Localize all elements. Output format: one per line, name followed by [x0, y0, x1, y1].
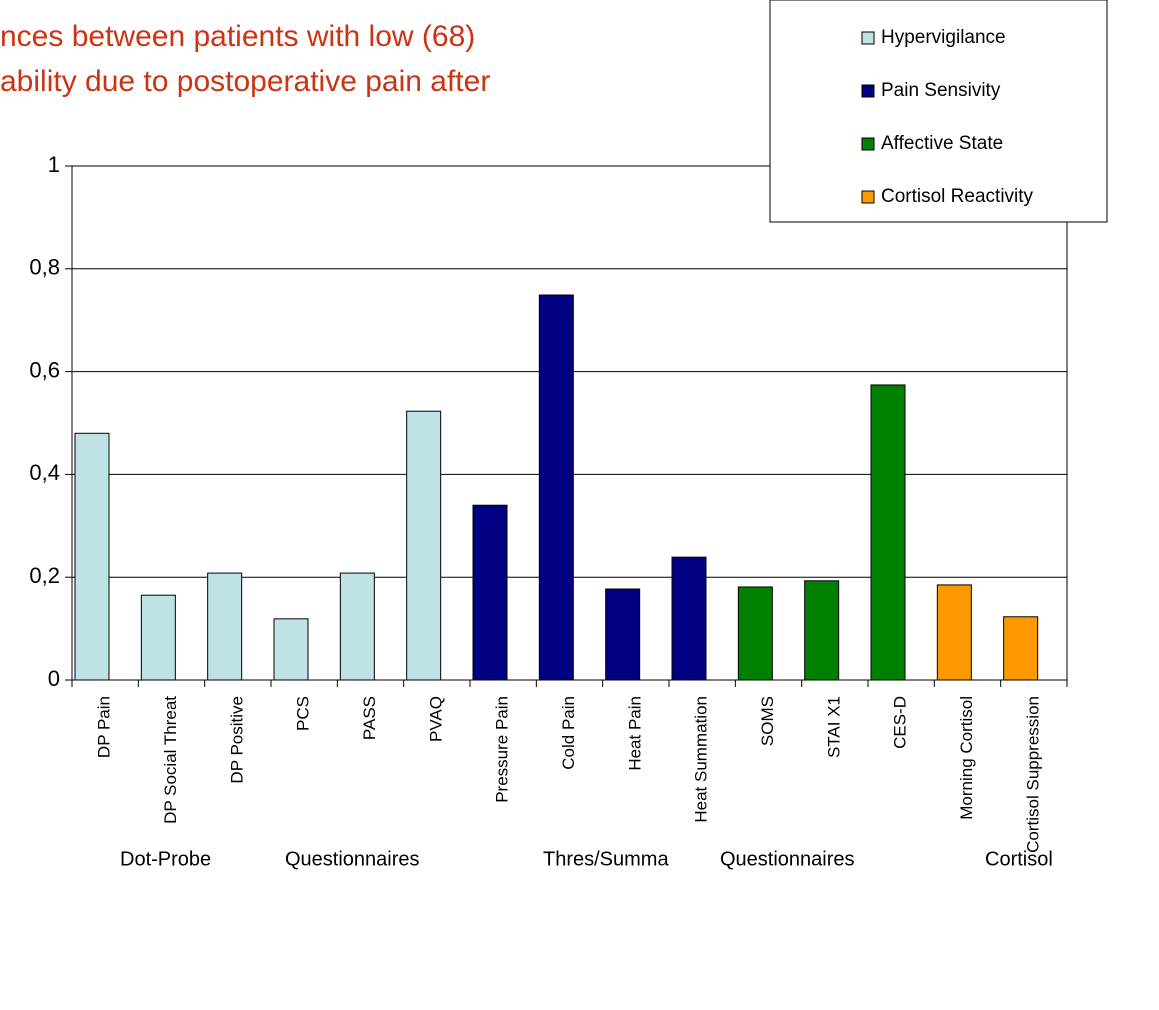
x-tick-label: STAI X1 — [824, 696, 843, 758]
x-tick-label: DP Positive — [227, 696, 246, 784]
legend-label: Pain Sensivity — [881, 80, 1001, 101]
bar — [671, 556, 707, 681]
x-tick-label: DP Pain — [95, 696, 114, 758]
x-tick-label: Cold Pain — [559, 696, 578, 770]
chart-title: nces between patients with low (68) — [0, 20, 475, 53]
bar — [936, 584, 972, 681]
legend-swatch — [861, 137, 875, 151]
bar — [140, 594, 176, 681]
bar — [339, 572, 375, 681]
group-label: Questionnaires — [720, 848, 855, 870]
y-tick-label: 0,2 — [29, 563, 60, 588]
group-label: Thres/Summa — [543, 848, 669, 870]
legend-swatch — [861, 84, 875, 98]
x-tick-label: PVAQ — [426, 696, 445, 742]
bar — [207, 572, 243, 681]
bar — [472, 504, 508, 681]
group-label: Cortisol — [985, 848, 1053, 870]
y-tick-label: 0,6 — [29, 357, 60, 382]
bar — [605, 588, 641, 681]
x-tick-label: DP Social Threat — [161, 696, 180, 824]
x-tick-label: Cortisol Suppression — [1023, 696, 1042, 853]
x-tick-label: Pressure Pain — [493, 696, 512, 803]
bar — [406, 410, 442, 681]
x-tick-label: CES-D — [891, 696, 910, 749]
y-tick-label: 1 — [48, 152, 60, 177]
bar — [737, 586, 773, 681]
bar — [804, 580, 840, 681]
bar — [870, 384, 906, 681]
y-tick-label: 0,4 — [29, 460, 60, 485]
legend-label: Hypervigilance — [881, 27, 1006, 48]
x-tick-label: PASS — [360, 696, 379, 740]
bar — [74, 432, 110, 681]
group-label: Dot-Probe — [120, 848, 211, 870]
group-label: Questionnaires — [285, 848, 420, 870]
legend-swatch — [861, 31, 875, 45]
bar — [273, 618, 309, 681]
x-tick-label: SOMS — [758, 696, 777, 746]
x-tick-label: Morning Cortisol — [957, 696, 976, 820]
legend-swatch — [861, 190, 875, 204]
x-tick-label: Heat Pain — [625, 696, 644, 771]
y-tick-label: 0 — [48, 666, 60, 691]
x-tick-label: Heat Summation — [692, 696, 711, 823]
bar — [538, 294, 574, 681]
legend-label: Affective State — [881, 133, 1003, 154]
legend-label: Cortisol Reactivity — [881, 186, 1034, 207]
x-tick-label: PCS — [294, 696, 313, 731]
y-tick-label: 0,8 — [29, 255, 60, 280]
chart-title: ability due to postoperative pain after — [0, 65, 490, 98]
legend-box — [769, 0, 1108, 223]
bar — [1003, 616, 1039, 681]
